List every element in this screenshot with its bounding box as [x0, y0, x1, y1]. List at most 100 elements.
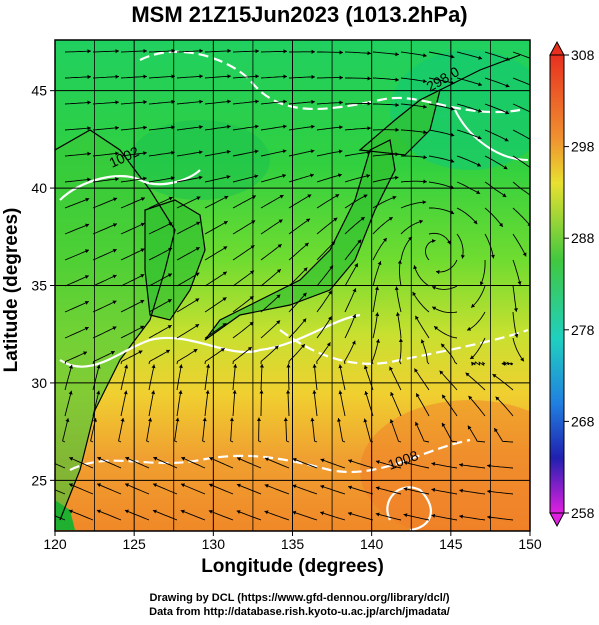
- streamline: [148, 222, 173, 235]
- streamline-arrowhead: [395, 77, 399, 82]
- streamline-arrowhead: [415, 315, 419, 320]
- streamline-arrowhead: [363, 418, 368, 423]
- streamline: [441, 394, 458, 417]
- streamline-arrowhead: [286, 364, 291, 368]
- streamline: [148, 177, 175, 183]
- streamline: [288, 174, 315, 183]
- streamline-arrowhead: [283, 99, 287, 104]
- streamline: [264, 457, 290, 469]
- streamline: [344, 263, 359, 287]
- streamline: [148, 364, 155, 391]
- streamline: [260, 268, 282, 287]
- streamline: [431, 462, 458, 469]
- streamline: [176, 151, 203, 157]
- streamline-arrowhead: [432, 286, 436, 290]
- streamline: [287, 390, 290, 417]
- streamline-arrowhead: [153, 456, 158, 461]
- streamline-arrowhead: [199, 125, 203, 130]
- streamline: [344, 314, 356, 339]
- streamline-arrowhead: [112, 248, 117, 253]
- streamline-arrowhead: [283, 124, 287, 129]
- cool-region-sea: [130, 120, 270, 200]
- streamline: [64, 153, 91, 157]
- streamline: [487, 490, 514, 495]
- streamline-arrowhead: [335, 194, 340, 198]
- streamline: [484, 129, 509, 142]
- streamline: [316, 265, 334, 287]
- streamline-arrowhead: [311, 124, 315, 129]
- streamline: [399, 260, 402, 287]
- streamline-arrowhead: [302, 292, 307, 297]
- streamline-arrowhead: [276, 320, 281, 325]
- streamline: [484, 51, 510, 61]
- streamline-arrowhead: [292, 510, 297, 515]
- streamline-arrowhead: [423, 53, 427, 58]
- streamline: [431, 306, 458, 314]
- streamline: [484, 103, 510, 115]
- streamline: [148, 75, 175, 79]
- streamline-arrowhead: [222, 297, 227, 302]
- streamline-arrowhead: [310, 149, 315, 154]
- streamline-arrowhead: [522, 252, 527, 257]
- streamline-arrowhead: [259, 364, 264, 368]
- streamline-arrowhead: [320, 511, 325, 516]
- streamline: [512, 259, 521, 286]
- streamline: [232, 220, 256, 235]
- streamline-arrowhead: [87, 74, 91, 79]
- streamline-arrowhead: [178, 364, 183, 369]
- streamline: [176, 100, 203, 105]
- streamline: [316, 316, 332, 339]
- streamline-arrowhead: [249, 321, 254, 326]
- streamline-arrowhead: [69, 483, 73, 488]
- streamline-arrowhead: [431, 239, 436, 243]
- streamline-arrowhead: [292, 484, 297, 489]
- streamline: [428, 77, 455, 84]
- streamline-arrowhead: [320, 484, 325, 489]
- streamline-arrowhead: [363, 365, 368, 370]
- streamline: [64, 326, 89, 339]
- colorbar: 308 298 288 278 268 258: [549, 40, 595, 528]
- streamline: [389, 366, 402, 391]
- streamline: [512, 337, 525, 362]
- streamline-arrowhead: [140, 325, 145, 330]
- streamline-arrowhead: [222, 323, 227, 327]
- streamline: [232, 195, 257, 209]
- streamline-arrowhead: [181, 456, 186, 461]
- streamline-arrowhead: [505, 110, 510, 115]
- streamline-arrowhead: [140, 248, 145, 253]
- coastline-continent: [55, 129, 176, 521]
- streamline: [431, 514, 458, 521]
- streamline-arrowhead: [419, 219, 423, 224]
- streamline: [344, 194, 368, 209]
- streamline: [180, 509, 206, 521]
- streamline-arrowhead: [333, 217, 338, 222]
- wind-streamlines: [55, 48, 530, 521]
- streamline: [403, 461, 430, 469]
- streamline: [400, 236, 413, 261]
- y-tick-label: 35: [31, 278, 47, 294]
- streamline: [204, 246, 228, 261]
- streamline: [232, 175, 259, 183]
- streamline: [258, 417, 262, 443]
- streamline-arrowhead: [412, 291, 417, 296]
- streamline: [62, 418, 69, 443]
- streamline: [55, 463, 66, 469]
- streamline-arrowhead: [520, 357, 524, 362]
- streamline: [459, 489, 486, 495]
- streamline: [316, 101, 344, 105]
- streamline: [320, 458, 346, 469]
- streamline: [55, 489, 66, 495]
- streamline: [375, 460, 402, 469]
- streamline: [428, 129, 455, 137]
- streamline-arrowhead: [286, 390, 291, 394]
- streamline-arrowhead: [495, 396, 500, 401]
- streamline-arrowhead: [505, 83, 510, 88]
- x-tick-label: 145: [439, 536, 463, 552]
- streamline-arrowhead: [490, 254, 495, 259]
- streamline: [344, 216, 365, 235]
- streamline: [431, 488, 458, 495]
- streamline: [415, 393, 430, 417]
- streamline-arrowhead: [311, 99, 315, 104]
- streamline: [512, 233, 527, 257]
